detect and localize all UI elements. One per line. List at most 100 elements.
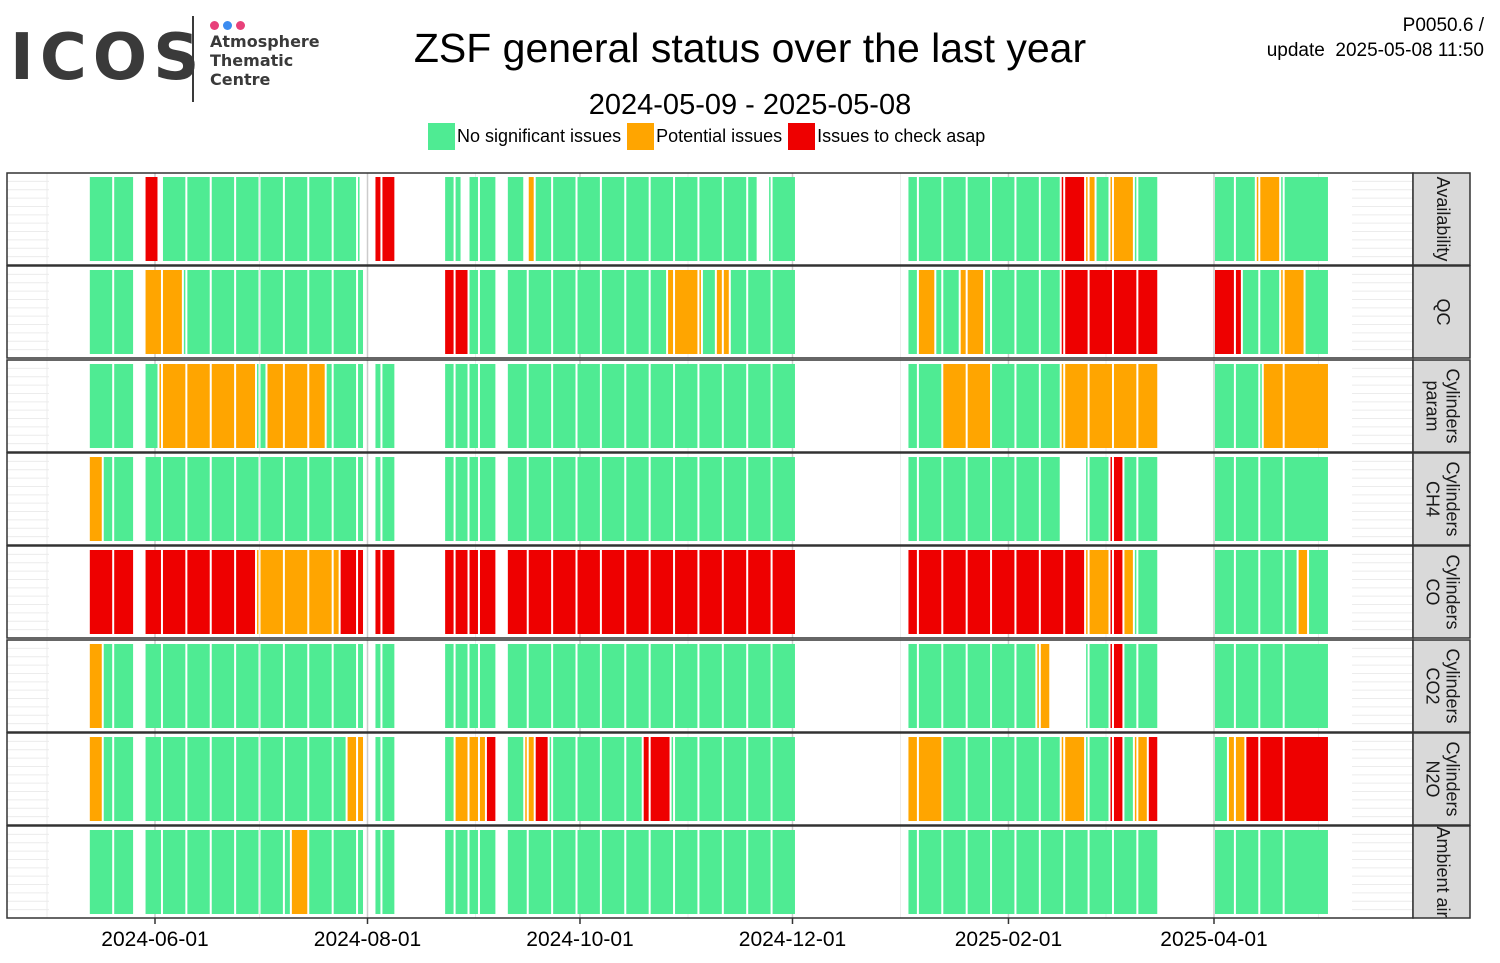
status-tile-ok [528, 270, 552, 354]
status-tile-err [772, 550, 795, 634]
status-tile-ok [601, 830, 625, 914]
status-tile-ok [992, 644, 1015, 728]
status-tile-err [650, 550, 674, 634]
status-tile-ok [455, 830, 468, 914]
status-tile-warn [967, 270, 984, 354]
logo-line-2: Thematic [210, 51, 294, 70]
status-tile-ok [908, 830, 917, 914]
status-tile-err [1110, 737, 1112, 821]
status-tile-ok [650, 457, 674, 541]
logo-line-1: Atmosphere [210, 32, 320, 51]
status-tile-ok [114, 644, 134, 728]
status-tile-err [375, 550, 381, 634]
status-tile-ok [309, 830, 332, 914]
status-tile-ok [577, 457, 600, 541]
version-label: P0050.6 / [1402, 15, 1484, 36]
status-tile-ok [918, 830, 942, 914]
facet-label: Cylindersparam [1423, 368, 1463, 443]
status-tile-err [507, 550, 527, 634]
status-tile-ok [671, 737, 674, 821]
status-tile-ok [260, 830, 283, 914]
status-tile-ok [162, 830, 186, 914]
status-tile-ok [699, 644, 722, 728]
status-tile-ok [577, 364, 600, 448]
status-tile-ok [675, 364, 698, 448]
status-tile-ok [918, 177, 942, 261]
status-tile-ok [162, 177, 186, 261]
status-tile-ok [145, 830, 161, 914]
status-tile-err [1113, 644, 1123, 728]
legend-label-warn: Potential issues [656, 125, 783, 146]
status-tile-ok [260, 737, 283, 821]
status-tile-ok [1016, 270, 1039, 354]
status-tile-ok [528, 457, 552, 541]
status-tile-ok [469, 644, 478, 728]
status-tile-ok [1086, 644, 1088, 728]
status-tile-ok [908, 177, 917, 261]
status-tile-ok [723, 830, 747, 914]
status-tile-ok [748, 364, 771, 448]
status-tile-ok [103, 644, 113, 728]
status-tile-ok [333, 644, 357, 728]
status-tile-ok [601, 177, 625, 261]
status-tile-ok [772, 457, 795, 541]
status-tile-err [1061, 177, 1064, 261]
status-tile-ok [1260, 457, 1283, 541]
status-tile-ok [1016, 364, 1039, 448]
update-timestamp: update 2025-05-08 11:50 [1266, 40, 1484, 61]
facet-strip [1412, 545, 1471, 639]
status-tile-warn [1061, 737, 1064, 821]
status-tile-ok [723, 644, 747, 728]
status-tile-ok [918, 364, 942, 448]
status-tile-ok [114, 177, 134, 261]
status-tile-ok [382, 457, 395, 541]
status-tile-warn [675, 270, 698, 354]
status-tile-ok [1260, 364, 1262, 448]
status-tile-ok [507, 457, 527, 541]
status-tile-warn [211, 364, 235, 448]
status-tile-ok [1040, 177, 1060, 261]
status-tile-ok [675, 644, 698, 728]
status-tile-err [1148, 737, 1158, 821]
status-tile-ok [748, 457, 771, 541]
facet-strip [1412, 265, 1471, 359]
status-tile-ok [309, 737, 332, 821]
status-tile-warn [1086, 550, 1088, 634]
status-tile-ok [236, 270, 259, 354]
status-tile-ok [1284, 457, 1328, 541]
status-tile-ok [535, 177, 552, 261]
status-tile-ok [260, 457, 283, 541]
status-tile-ok [114, 457, 134, 541]
status-tile-ok [1124, 457, 1137, 541]
status-tile-ok [455, 457, 468, 541]
facet-label: QC [1433, 299, 1453, 326]
status-tile-ok [577, 270, 600, 354]
status-tile-ok [650, 830, 674, 914]
facet-strip [1412, 172, 1471, 266]
status-tile-warn [284, 550, 308, 634]
status-tile-ok [479, 644, 496, 728]
status-tile-ok [211, 830, 235, 914]
status-tile-ok [553, 457, 576, 541]
status-tile-ok [748, 737, 771, 821]
status-tile-warn [1113, 177, 1133, 261]
status-tile-warn [187, 364, 210, 448]
status-tile-err [114, 550, 134, 634]
status-tile-warn [159, 364, 161, 448]
status-tile-err [1138, 270, 1158, 354]
status-tile-ok [553, 737, 576, 821]
status-tile-ok [284, 177, 308, 261]
facet-strip [1412, 452, 1471, 546]
status-tile-warn [528, 737, 534, 821]
x-tick-label: 2024-12-01 [739, 928, 846, 951]
legend: No significant issues Potential issues I… [428, 122, 991, 150]
status-tile-ok [1089, 830, 1112, 914]
status-tile-ok [967, 737, 991, 821]
status-tile-ok [577, 644, 600, 728]
status-tile-warn [716, 270, 722, 354]
status-tile-ok [601, 364, 625, 448]
status-tile-ok [183, 270, 186, 354]
status-tile-ok [1138, 644, 1158, 728]
status-tile-ok [89, 270, 113, 354]
status-tile-err [918, 550, 942, 634]
